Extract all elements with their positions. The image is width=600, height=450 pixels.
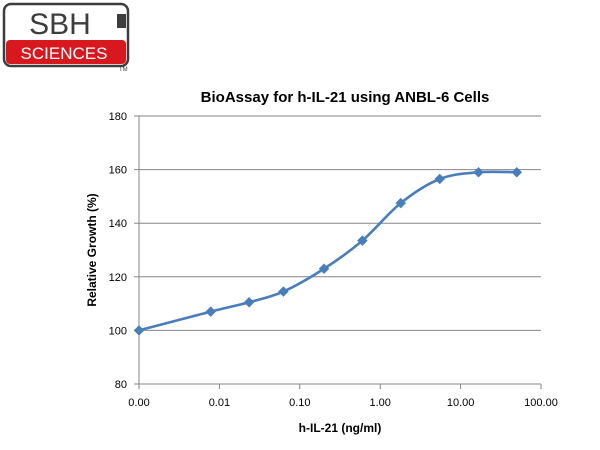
logo-sbh-text: SBH (29, 8, 91, 41)
x-tick-labels: 0.00 0.01 0.10 1.00 10.00 100.00 (128, 384, 558, 409)
sbh-sciences-logo: SBH SCIENCES TM (2, 2, 130, 72)
y-tick-label: 80 (115, 379, 127, 391)
data-point-marker (434, 173, 446, 185)
logo-sciences-text: SCIENCES (21, 44, 108, 63)
y-tick-label: 100 (109, 325, 127, 337)
x-tick-label: 10.00 (447, 397, 475, 409)
x-axis-title: h-IL-21 (ng/ml) (299, 421, 382, 435)
y-axis-title: Relative Growth (%) (85, 193, 99, 306)
y-tick-label: 160 (109, 165, 127, 177)
y-tick-label: 120 (109, 272, 127, 284)
logo-tab (117, 14, 126, 28)
y-tick-label: 140 (109, 218, 127, 230)
data-point-marker (395, 197, 407, 209)
chart-title: BioAssay for h-IL-21 using ANBL-6 Cells (201, 89, 490, 106)
y-tick-label: 180 (109, 111, 127, 123)
data-point-marker (511, 166, 523, 178)
data-point-marker (318, 263, 330, 275)
series-group (133, 166, 523, 336)
y-tick-labels: 80 100 120 140 160 180 (109, 111, 139, 391)
x-tick-label: 0.10 (289, 397, 310, 409)
data-point-marker (357, 235, 368, 246)
x-tick-label: 100.00 (524, 397, 558, 409)
series-line (138, 170, 517, 332)
data-point-marker (243, 296, 255, 308)
y-gridlines (139, 115, 541, 331)
logo-trademark: TM (119, 67, 128, 72)
data-point-marker (473, 166, 484, 178)
data-point-marker (278, 286, 289, 297)
data-point-marker (133, 325, 145, 336)
x-tick-label: 0.00 (128, 397, 149, 409)
logo-red-band (6, 40, 126, 64)
x-tick-label: 0.01 (209, 397, 230, 409)
x-tick-label: 1.00 (369, 397, 390, 409)
data-point-marker (205, 306, 217, 317)
